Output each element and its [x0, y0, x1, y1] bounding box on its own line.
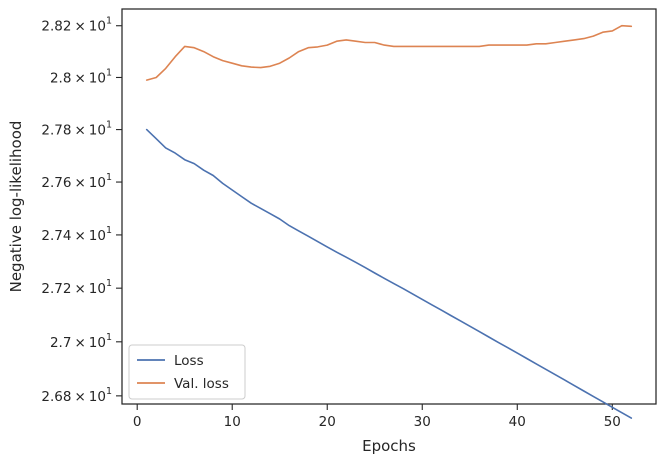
y-tick-exponent: 1	[106, 16, 112, 27]
y-tick-mantissa: 2.78	[41, 123, 71, 139]
x-tick-label: 0	[133, 414, 142, 430]
y-tick-label: 2.8 × 101	[50, 67, 112, 86]
x-tick-label: 40	[509, 414, 526, 430]
y-tick-times: ×	[74, 335, 85, 351]
y-axis-label: Negative log-likelihood	[7, 121, 25, 293]
y-tick-mantissa: 2.74	[41, 228, 71, 244]
y-tick-times: ×	[74, 123, 85, 139]
y-tick-times: ×	[74, 19, 85, 35]
x-axis-label: Epochs	[362, 437, 416, 455]
y-tick-exponent: 1	[106, 67, 112, 78]
y-tick-base: 10	[89, 19, 106, 35]
legend: Loss Val. loss	[128, 344, 246, 400]
plot-area	[121, 8, 657, 405]
y-tick-base: 10	[89, 175, 106, 191]
y-tick-times: ×	[74, 175, 85, 191]
y-tick-base: 10	[89, 335, 106, 351]
series-layer	[145, 24, 633, 419]
y-tick-base: 10	[89, 228, 106, 244]
series-line-1	[145, 24, 633, 81]
y-tick-mantissa: 2.72	[41, 281, 71, 297]
y-tick-times: ×	[74, 228, 85, 244]
y-tick-exponent: 1	[106, 120, 112, 131]
y-tick-label: 2.78 × 101	[41, 120, 112, 139]
y-tick-exponent: 1	[106, 386, 112, 397]
y-tick-label: 2.7 × 101	[50, 332, 112, 351]
y-tick-times: ×	[74, 70, 85, 86]
y-tick-mantissa: 2.7	[50, 335, 71, 351]
y-tick-exponent: 1	[106, 172, 112, 183]
x-tick-label: 10	[224, 414, 241, 430]
y-tick-mantissa: 2.8	[50, 70, 71, 86]
y-tick-label: 2.82 × 101	[41, 16, 112, 35]
y-tick-times: ×	[74, 389, 85, 405]
legend-label-0: Loss	[174, 353, 204, 369]
y-tick-label: 2.72 × 101	[41, 278, 112, 297]
y-tick-exponent: 1	[106, 278, 112, 289]
legend-label-1: Val. loss	[174, 376, 229, 392]
y-tick-label: 2.76 × 101	[41, 172, 112, 191]
plot-frame	[121, 8, 657, 405]
y-tick-base: 10	[89, 389, 106, 405]
y-tick-mantissa: 2.76	[41, 175, 71, 191]
series-line-0	[145, 128, 633, 419]
x-tick-label: 30	[414, 414, 431, 430]
y-tick-label: 2.74 × 101	[41, 225, 112, 244]
y-tick-base: 10	[89, 123, 106, 139]
y-tick-times: ×	[74, 281, 85, 297]
y-tick-exponent: 1	[106, 332, 112, 343]
y-tick-base: 10	[89, 281, 106, 297]
x-tick-label: 20	[319, 414, 336, 430]
x-tick-label: 50	[604, 414, 621, 430]
y-tick-label: 2.68 × 101	[41, 386, 112, 405]
y-tick-mantissa: 2.82	[41, 19, 71, 35]
x-axis-ticks: 0 10 20 30 40 50	[133, 404, 621, 430]
y-tick-exponent: 1	[106, 225, 112, 236]
legend-box	[128, 344, 246, 400]
y-tick-mantissa: 2.68	[41, 389, 71, 405]
y-tick-base: 10	[89, 70, 106, 86]
